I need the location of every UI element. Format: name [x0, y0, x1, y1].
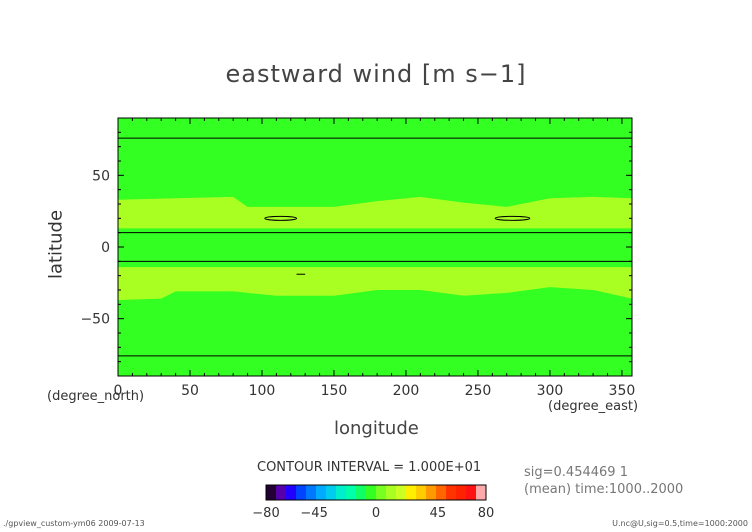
colorbar-cell-6 [326, 485, 337, 500]
colorbar-tick-label-3: 45 [430, 506, 447, 521]
colorbar-cell-1 [276, 485, 287, 500]
colorbar-cell-4 [306, 485, 317, 500]
mean-annotation: (mean) time:1000..2000 [524, 482, 684, 497]
colorbar-cell-21 [476, 485, 487, 500]
colorbar-cell-0 [266, 485, 277, 500]
x-tick-label-3: 150 [321, 383, 348, 399]
colorbar-cell-15 [416, 485, 427, 500]
colorbar-tick-label-4: 80 [478, 506, 495, 521]
x-tick-label-0: 0 [114, 383, 123, 399]
x-axis-label: longitude [334, 418, 419, 439]
colorbar-cell-20 [466, 485, 477, 500]
x-tick-label-6: 300 [537, 383, 564, 399]
y-axis-label: latitude [45, 209, 67, 280]
colorbar-cell-7 [336, 485, 347, 500]
plot-area: 0 50 100 150 200 250 300 350 50 0 −50 [80, 117, 636, 399]
band-north-10-20 [118, 196, 632, 229]
colorbar-tick-label-2: 0 [372, 506, 380, 521]
contour-interval-label: CONTOUR INTERVAL = 1.000E+01 [257, 460, 482, 475]
colorbar-frame [265, 484, 487, 501]
x-tick-label-4: 200 [393, 383, 420, 399]
colorbar-cell-14 [406, 485, 417, 500]
colorbar-cell-13 [396, 485, 407, 500]
colorbar-cell-5 [316, 485, 327, 500]
x-tick-label-7: 350 [609, 383, 636, 399]
footer-left: ./gpview_custom-ym06 2009-07-13 [3, 519, 145, 528]
x-axis-unit: (degree_east) [548, 399, 639, 414]
colorbar-cell-11 [376, 485, 387, 500]
y-axis-unit: (degree_north) [47, 389, 145, 404]
colorbar-cell-2 [286, 485, 297, 500]
colorbar-cell-10 [366, 485, 377, 500]
colorbar-tick-label-0: −80 [252, 506, 279, 521]
x-tick-label-1: 50 [181, 383, 199, 399]
colorbar-cell-16 [426, 485, 437, 500]
band-south-10-20 [118, 267, 632, 301]
colorbar-cell-17 [436, 485, 447, 500]
y-tick-label-1: 0 [101, 240, 110, 256]
footer-right: U.nc@U,sig=0.5,time=1000:2000 [612, 519, 748, 528]
colorbar-cell-3 [296, 485, 307, 500]
closed-contour-0 [264, 215, 298, 221]
colorbar-tick-label-1: −45 [300, 506, 327, 521]
sig-annotation: sig=0.454469 1 [524, 465, 628, 480]
field-background [118, 118, 632, 376]
closed-contour-1 [494, 215, 531, 221]
y-tick-label-0: 50 [92, 168, 110, 184]
y-tick-label-2: −50 [80, 312, 110, 328]
colorbar-cell-9 [356, 485, 367, 500]
colorbar: −80 −45 0 45 80 [252, 484, 495, 521]
colorbar-cell-12 [386, 485, 397, 500]
x-tick-label-5: 250 [465, 383, 492, 399]
chart-title: eastward wind [m s−1] [225, 60, 527, 88]
colorbar-cell-18 [446, 485, 457, 500]
x-tick-label-2: 100 [249, 383, 276, 399]
colorbar-cell-19 [456, 485, 467, 500]
colorbar-cell-8 [346, 485, 357, 500]
